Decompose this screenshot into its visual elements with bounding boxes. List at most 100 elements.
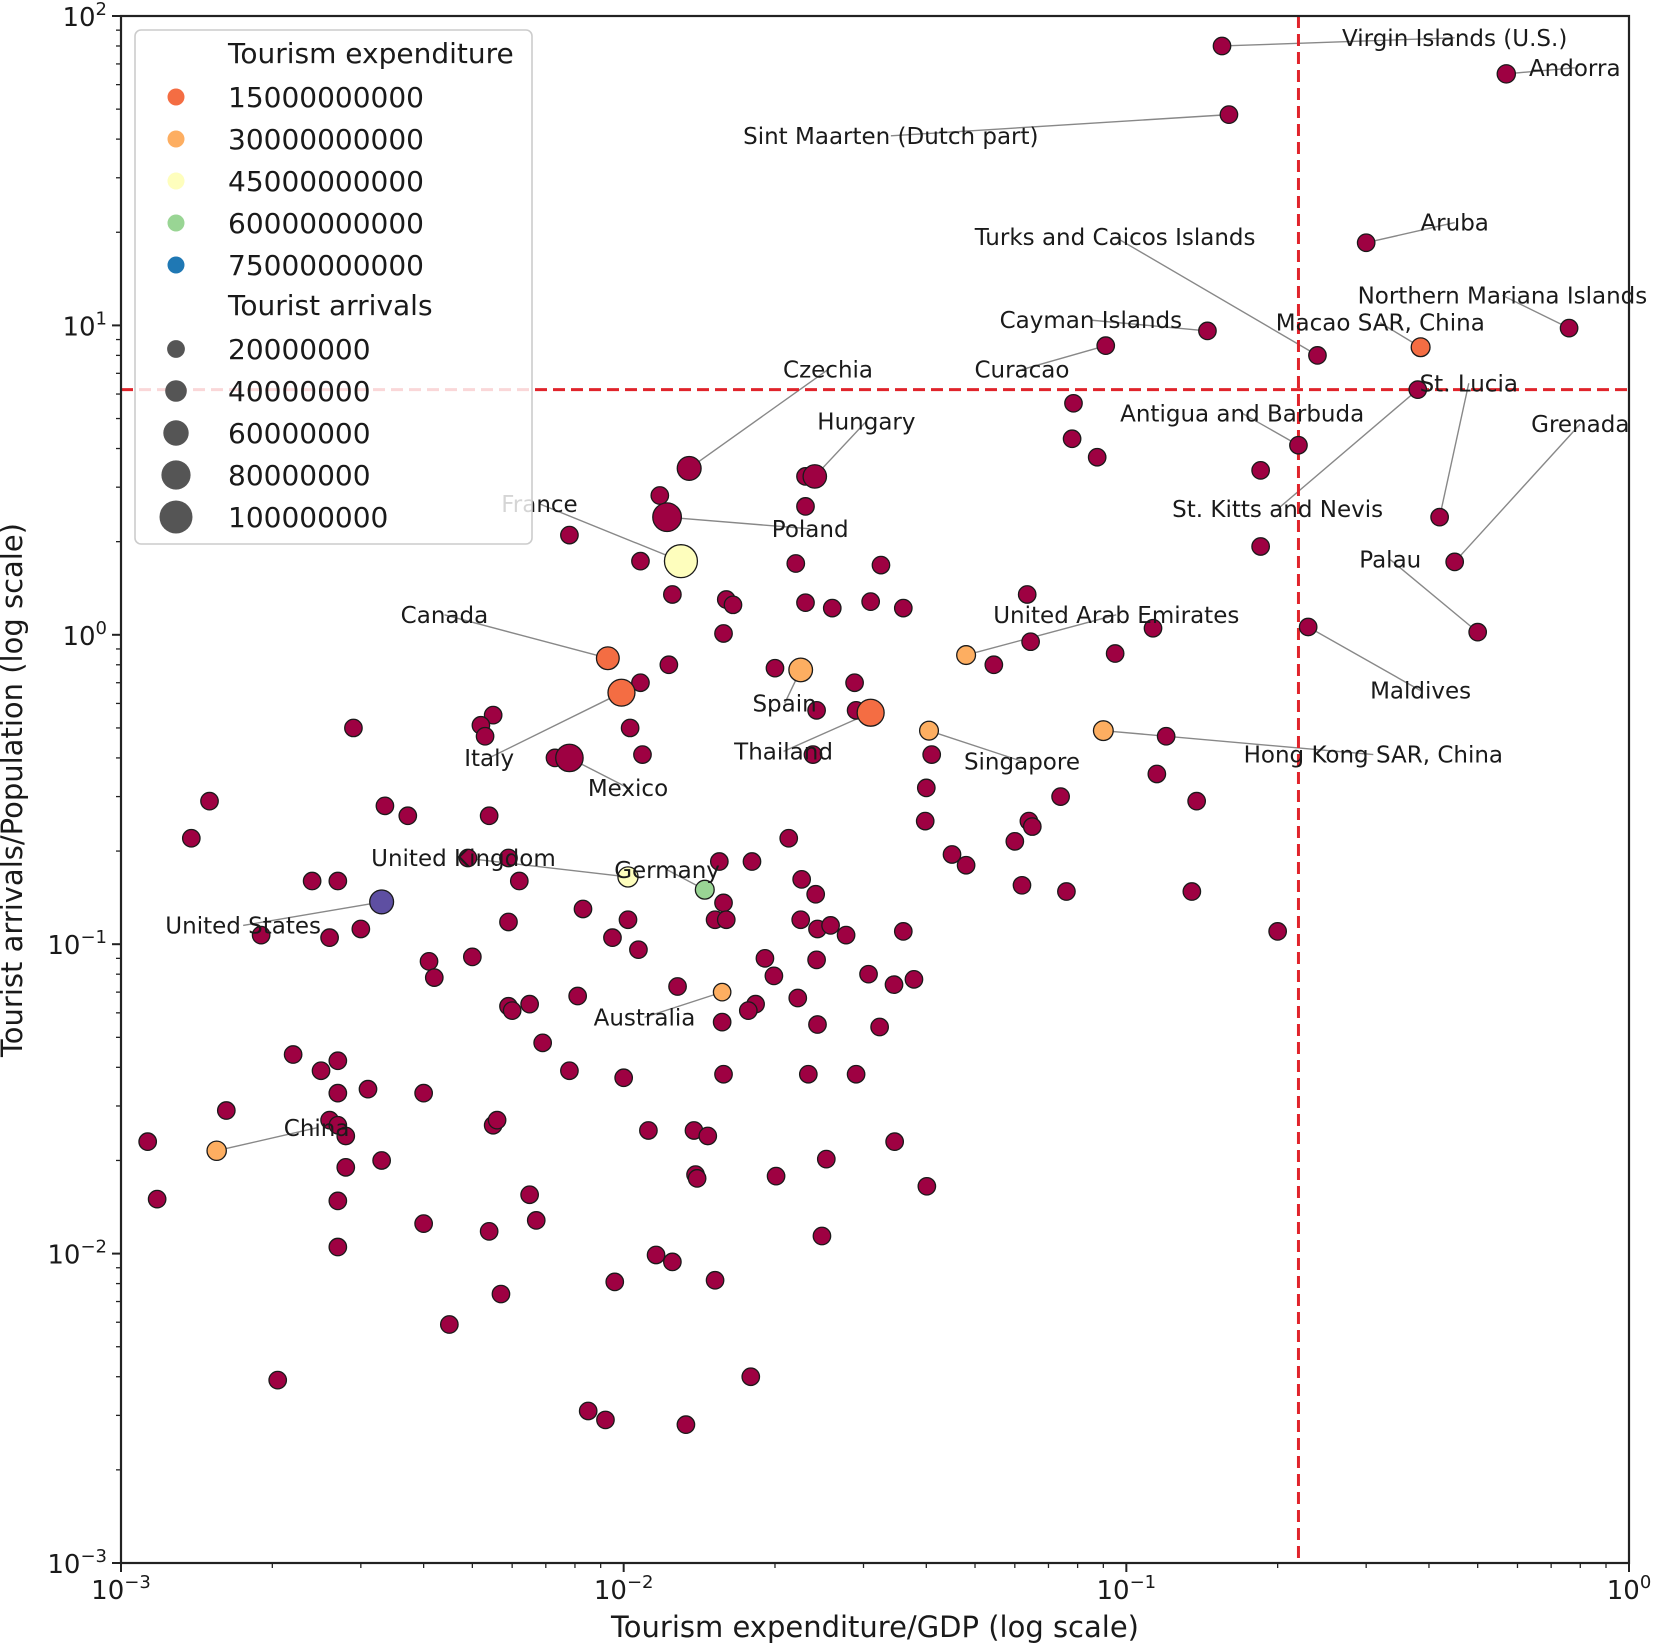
data-point xyxy=(568,986,588,1006)
data-point xyxy=(714,893,733,913)
point-label: Sint Maarten (Dutch part) xyxy=(743,124,1038,150)
data-point xyxy=(705,1270,725,1290)
data-point xyxy=(786,554,806,573)
data-point xyxy=(206,1140,227,1162)
data-point xyxy=(904,969,924,989)
data-point xyxy=(791,910,811,930)
point-label: Turks and Caicos Islands xyxy=(974,225,1256,251)
data-point xyxy=(502,1001,522,1020)
data-point xyxy=(918,720,940,741)
data-point xyxy=(698,1126,718,1146)
data-point xyxy=(475,726,495,746)
label-connector xyxy=(1221,37,1455,47)
data-point xyxy=(328,1083,348,1103)
label-connector xyxy=(1277,389,1419,510)
data-point xyxy=(798,1064,818,1084)
data-point xyxy=(859,964,878,984)
data-point xyxy=(845,673,864,693)
label-connector xyxy=(1103,729,1374,756)
legend: Tourism expenditure Tourist arrivals 150… xyxy=(134,29,533,545)
data-point xyxy=(302,871,322,891)
data-point xyxy=(676,1415,696,1435)
data-point xyxy=(328,1051,348,1071)
point-label: Singapore xyxy=(964,749,1080,775)
legend-size-label: 20000000 xyxy=(228,333,371,366)
data-point xyxy=(1012,875,1032,895)
label-connector xyxy=(1307,626,1421,692)
legend-size-swatch xyxy=(167,340,185,358)
label-connector xyxy=(965,614,1117,656)
data-point xyxy=(1096,336,1116,356)
data-point xyxy=(336,1126,356,1146)
data-point xyxy=(1408,380,1428,400)
label-connector xyxy=(644,991,723,1019)
point-label: Palau xyxy=(1359,548,1421,574)
legend-size-swatch xyxy=(159,500,193,534)
data-point xyxy=(716,910,736,930)
x-tick-exponent: −3 xyxy=(124,1572,151,1593)
data-point xyxy=(1092,720,1114,742)
data-point xyxy=(509,871,529,891)
data-point xyxy=(1105,644,1125,663)
x-axis-label: Tourism expenditure/GDP (log scale) xyxy=(610,1610,1139,1644)
legend-size-swatch xyxy=(163,420,189,446)
point-label: United States xyxy=(165,913,321,939)
data-point xyxy=(1143,618,1163,638)
data-point xyxy=(560,525,579,545)
data-point xyxy=(618,910,638,930)
point-label: Cayman Islands xyxy=(1000,308,1183,334)
data-point xyxy=(893,922,913,941)
data-point xyxy=(1298,617,1318,637)
data-point xyxy=(607,678,636,707)
data-point xyxy=(714,624,733,643)
label-connector xyxy=(688,368,829,469)
data-point xyxy=(251,925,271,945)
data-point xyxy=(633,745,652,764)
label-connector xyxy=(1366,221,1455,244)
data-point xyxy=(1182,882,1202,901)
data-point xyxy=(709,852,729,871)
data-point xyxy=(956,645,977,666)
data-point xyxy=(283,1045,303,1064)
data-point xyxy=(483,705,503,725)
legend-color-label: 75000000000 xyxy=(228,249,424,282)
point-label: Hong Kong SAR, China xyxy=(1244,743,1503,769)
x-tick-label: 10−2 xyxy=(594,1572,654,1606)
data-point xyxy=(742,852,762,871)
data-point xyxy=(358,1079,378,1099)
data-point xyxy=(646,1245,666,1265)
data-point xyxy=(741,1367,761,1387)
legend-size-swatch xyxy=(165,380,187,402)
legend-color-label: 45000000000 xyxy=(228,165,424,198)
point-label: Antigua and Barbuda xyxy=(1120,401,1364,427)
point-label: Germany xyxy=(614,858,720,884)
y-tick-exponent: −1 xyxy=(80,927,107,948)
data-point xyxy=(1064,393,1083,413)
label-connector xyxy=(216,1127,317,1152)
legend-size-label: 40000000 xyxy=(228,375,371,408)
data-point xyxy=(738,1001,758,1020)
data-point xyxy=(372,1151,392,1170)
data-point xyxy=(1308,346,1327,365)
label-connector xyxy=(1506,67,1575,75)
legend-size-swatch xyxy=(161,460,191,490)
y-tick-exponent: −2 xyxy=(80,1237,107,1258)
data-point xyxy=(439,1315,459,1334)
point-label: United Arab Emirates xyxy=(993,603,1239,629)
y-tick-exponent: 1 xyxy=(96,308,107,329)
data-point xyxy=(916,778,936,798)
data-point xyxy=(1430,507,1449,527)
data-point xyxy=(520,1185,539,1205)
label-connector xyxy=(463,857,629,878)
data-point xyxy=(1289,435,1308,455)
data-point xyxy=(344,718,363,738)
label-connector xyxy=(1454,423,1581,563)
data-point xyxy=(885,1132,905,1152)
data-point xyxy=(1156,726,1176,746)
x-tick-exponent: 0 xyxy=(1640,1572,1651,1593)
point-label: Italy xyxy=(464,746,514,772)
data-point xyxy=(915,811,935,831)
y-tick-exponent: −3 xyxy=(80,1546,107,1567)
